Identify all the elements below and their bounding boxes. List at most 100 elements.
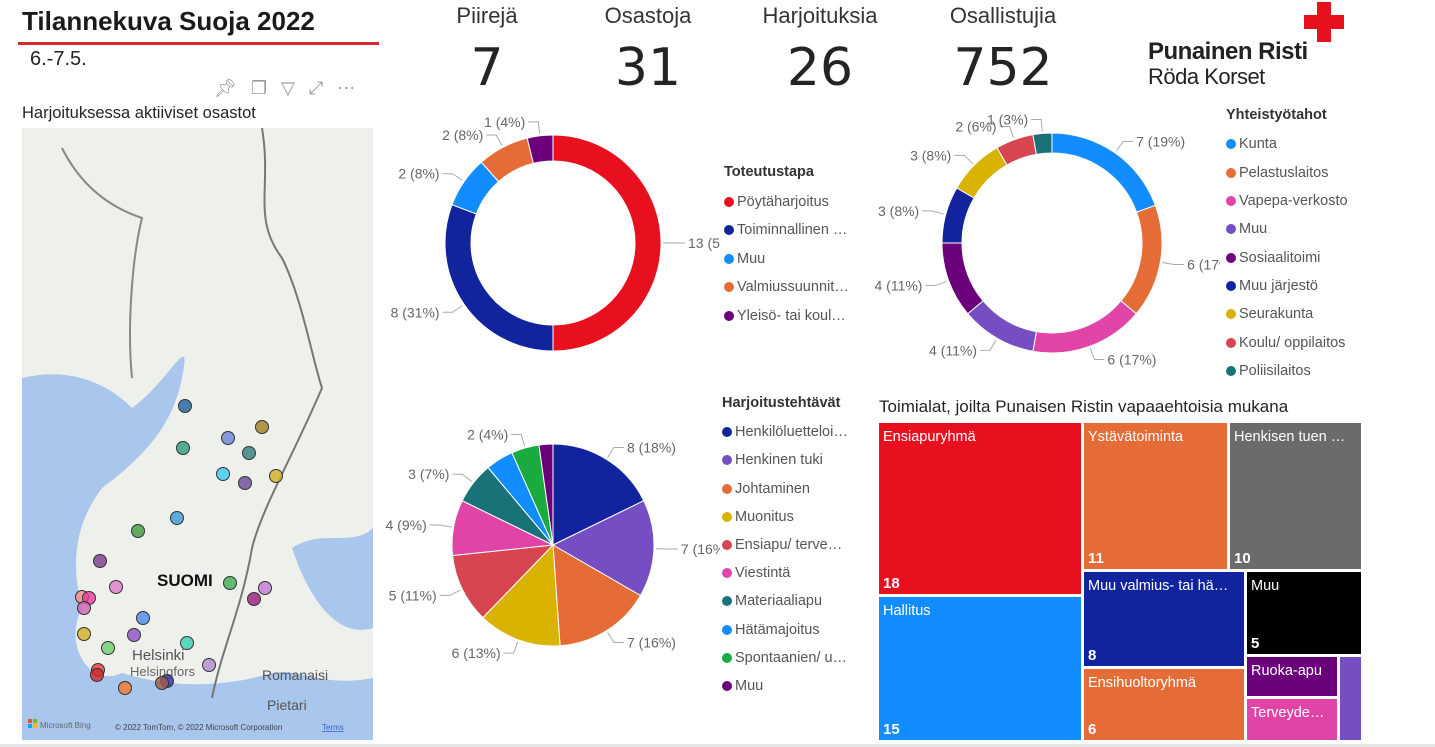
map-marker[interactable] [247,592,261,606]
legend-item[interactable]: Koulu/ oppilaitos [1226,328,1348,356]
legend-item[interactable]: Viestintä [722,559,848,587]
treemap-tile[interactable]: Terveyde… [1246,698,1338,741]
pin-icon[interactable]: 📌︎ [214,78,237,98]
map-marker[interactable] [258,581,272,595]
slice-5[interactable] [941,187,975,244]
legend-item[interactable]: Henkinen tuki [722,446,848,474]
map-marker[interactable] [170,511,184,525]
filter-icon[interactable]: ▽ [281,78,295,98]
legend-dot-icon [1226,280,1236,291]
bing-logo-icon [28,719,37,728]
treemap-tile[interactable]: Ruoka-apu [1246,656,1338,697]
slice-1[interactable] [1120,204,1163,315]
slice-2[interactable] [552,544,642,647]
slice-4[interactable] [526,134,554,164]
map-marker[interactable] [178,399,192,413]
map-marker[interactable] [136,611,150,625]
legend-item[interactable]: Pelastuslaitos [1226,159,1348,187]
map-marker[interactable] [255,420,269,434]
map-marker[interactable] [180,636,194,650]
legend-item[interactable]: Poliisilaitos [1226,357,1348,385]
map-visual[interactable]: SUOMI Helsinki Helsingfors Romanaisi Pie… [22,128,373,740]
slice-3[interactable] [482,543,561,647]
tile-label: Ensiapuryhmä [883,429,976,445]
legend-item[interactable]: Henkilöluetteloi… [722,418,848,446]
map-marker[interactable] [223,576,237,590]
tile-label: Henkisen tuen … [1234,429,1346,445]
map-marker[interactable] [101,641,115,655]
legend-item[interactable]: Vapepa-verkosto [1226,187,1348,215]
map-marker[interactable] [118,681,132,695]
legend-item[interactable]: Muu [1226,215,1348,243]
treemap-tile[interactable]: Ystävätoiminta 11 [1083,422,1228,570]
slice-8[interactable] [1032,132,1053,155]
map-marker[interactable] [202,658,216,672]
slice-4[interactable] [452,544,555,619]
legend-item[interactable]: Muu [724,245,849,274]
map-marker[interactable] [93,554,107,568]
map-marker[interactable] [216,467,230,481]
slice-2[interactable] [1032,300,1137,354]
legend-item[interactable]: Seurakunta [1226,300,1348,328]
slice-0[interactable] [552,134,662,352]
map-marker[interactable] [269,469,283,483]
map-marker[interactable] [109,580,123,594]
slice-0[interactable] [552,443,645,546]
slice-4[interactable] [941,242,984,315]
kpi-label-osallistujat: Osallistujia [949,3,1057,28]
leader-line [439,589,461,596]
legend-item[interactable]: Valmiussuunnit… [724,273,849,302]
terms-link[interactable]: Terms [322,723,344,732]
map-marker[interactable] [131,524,145,538]
treemap-tile[interactable]: Muu valmius- tai hä… 8 [1083,571,1245,667]
map-marker[interactable] [242,446,256,460]
legend-item[interactable]: Materiaaliapu [722,587,848,615]
legend-item[interactable]: Pöytäharjoitus [724,188,849,217]
focus-mode-icon[interactable]: ⤢ [308,78,324,98]
leader-line [486,134,503,146]
legend-item[interactable]: Hätämajoitus [722,616,848,644]
map-marker[interactable] [221,431,235,445]
pie-chart-harjoitustehtavat[interactable]: 8 (18%) 7 (16%) 7 (16%) 6 (13%) 5 (11%) 4 (9%… [380,415,720,675]
legend-item[interactable]: Ensiapu/ terve… [722,531,848,559]
treemap-tile[interactable]: Hallitus 15 [878,596,1082,741]
legend-dot-icon [722,568,732,579]
donut-chart-yhteistyotahot[interactable]: 7 (19%) 6 (17%) 6 (17%) 4 (11%) 4 (11%) 3 (8%… [870,95,1220,375]
legend-label: Koulu/ oppilaitos [1239,334,1346,351]
data-label: 6 (13%) [452,645,501,661]
treemap-tile[interactable] [1339,656,1362,741]
legend-item[interactable]: Muu [722,672,848,700]
map-marker[interactable] [238,476,252,490]
donut-chart-toteutustapa[interactable]: 13 (50%)8 (31%)2 (8%)2 (8%)1 (4%) [380,100,720,370]
treemap-tile[interactable]: Ensiapuryhmä 18 [878,422,1082,595]
treemap-tile[interactable]: Ensihuoltoryhmä 6 [1083,668,1245,741]
map-marker[interactable] [127,628,141,642]
map-marker[interactable] [176,441,190,455]
map-marker[interactable] [77,627,91,641]
legend-item[interactable]: Muonitus [722,503,848,531]
treemap-tile[interactable]: Henkisen tuen … 10 [1229,422,1362,570]
data-label: 2 (8%) [442,127,483,143]
slice-3[interactable] [967,300,1037,352]
page-bottom-bar [0,744,1435,747]
legend-item[interactable]: Sosiaalitoimi [1226,243,1348,271]
copy-icon[interactable]: ❐ [250,78,267,98]
data-label: 2 (8%) [398,166,439,182]
tile-value: 10 [1234,550,1251,567]
treemap-tile[interactable]: Muu 5 [1246,571,1362,655]
legend-item[interactable]: Toiminnallinen … [724,216,849,245]
legend-item[interactable]: Muu järjestö [1226,272,1348,300]
map-marker[interactable] [77,601,91,615]
legend-item[interactable]: Spontaanien/ u… [722,644,848,672]
legend-item[interactable]: Johtaminen [722,475,848,503]
legend-item[interactable]: Kunta [1226,130,1348,158]
map-marker[interactable] [155,676,169,690]
map-canvas[interactable]: SUOMI Helsinki Helsingfors Romanaisi Pie… [22,128,373,740]
slice-1[interactable] [551,500,655,597]
legend-item[interactable]: Yleisö- tai koul… [724,302,849,331]
slice-9[interactable] [538,443,554,546]
more-options-icon[interactable]: ⋯ [337,78,356,98]
legend-label: Valmiussuunnit… [737,279,849,296]
slice-1[interactable] [444,204,554,352]
map-marker[interactable] [90,668,104,682]
